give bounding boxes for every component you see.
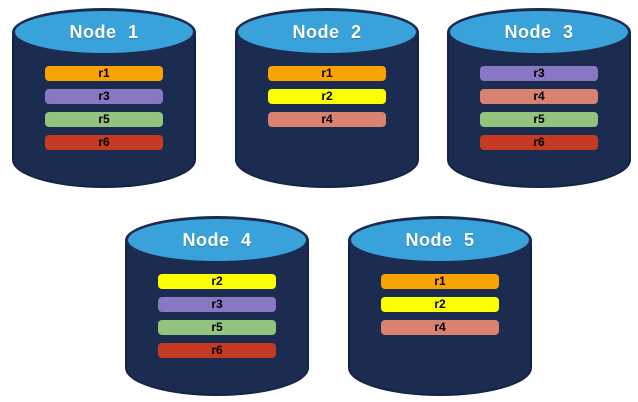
replica-bar-r4: r4 [480, 89, 598, 104]
replica-label: r6 [533, 135, 545, 149]
replica-bar-r3: r3 [480, 66, 598, 81]
replica-label: r2 [321, 89, 333, 103]
replica-label: r4 [533, 89, 545, 103]
replica-bar-r5: r5 [480, 112, 598, 127]
db-node-3: Node 3 r3 r4 r5 r6 [447, 8, 631, 188]
cylinder-body [125, 240, 309, 396]
db-node-5: Node 5 r1 r2 r4 [348, 216, 532, 396]
replica-bar-r6: r6 [158, 343, 276, 358]
replica-bar-r2: r2 [268, 89, 386, 104]
db-node-1: Node 1 r1 r3 r5 r6 [12, 8, 196, 188]
node-title: Node 2 [292, 21, 362, 42]
replica-bar-r2: r2 [158, 274, 276, 289]
replica-bar-r5: r5 [158, 320, 276, 335]
replica-label: r5 [211, 320, 223, 334]
db-node-2: Node 2 r1 r2 r4 [235, 8, 419, 188]
replica-bar-r5: r5 [45, 112, 163, 127]
replica-bar-r4: r4 [268, 112, 386, 127]
replica-label: r6 [211, 343, 223, 357]
replica-bar-r1: r1 [268, 66, 386, 81]
replica-label: r3 [98, 89, 110, 103]
replica-label: r2 [211, 274, 223, 288]
node-title: Node 4 [182, 229, 252, 250]
replica-label: r3 [533, 66, 545, 80]
replica-label: r4 [434, 320, 446, 334]
cylinder-body [447, 32, 631, 188]
replica-list: r1 r2 r4 [348, 274, 532, 343]
cylinder-top-ellipse: Node 2 [235, 8, 419, 56]
replica-label: r3 [211, 297, 223, 311]
node-title: Node 1 [69, 21, 139, 42]
replica-label: r1 [98, 66, 110, 80]
replica-label: r1 [434, 274, 446, 288]
replica-bar-r1: r1 [381, 274, 499, 289]
replica-bar-r3: r3 [158, 297, 276, 312]
replica-label: r6 [98, 135, 110, 149]
cylinder-body [348, 240, 532, 396]
cylinder-body [235, 32, 419, 188]
cylinder-top-ellipse: Node 3 [447, 8, 631, 56]
replica-list: r1 r2 r4 [235, 66, 419, 135]
cylinder-top-ellipse: Node 4 [125, 216, 309, 264]
replica-bar-r6: r6 [45, 135, 163, 150]
replica-bar-r4: r4 [381, 320, 499, 335]
replica-list: r2 r3 r5 r6 [125, 274, 309, 366]
replica-bar-r2: r2 [381, 297, 499, 312]
replica-bar-r6: r6 [480, 135, 598, 150]
replica-bar-r1: r1 [45, 66, 163, 81]
cylinder-body [12, 32, 196, 188]
replica-list: r1 r3 r5 r6 [12, 66, 196, 158]
cylinder-top-ellipse: Node 5 [348, 216, 532, 264]
cylinder-top-ellipse: Node 1 [12, 8, 196, 56]
replica-label: r5 [98, 112, 110, 126]
replica-label: r5 [533, 112, 545, 126]
replica-bar-r3: r3 [45, 89, 163, 104]
replica-label: r4 [321, 112, 333, 126]
replica-list: r3 r4 r5 r6 [447, 66, 631, 158]
node-title: Node 5 [405, 229, 475, 250]
replica-label: r2 [434, 297, 446, 311]
node-title: Node 3 [504, 21, 574, 42]
db-node-4: Node 4 r2 r3 r5 r6 [125, 216, 309, 396]
replica-label: r1 [321, 66, 333, 80]
